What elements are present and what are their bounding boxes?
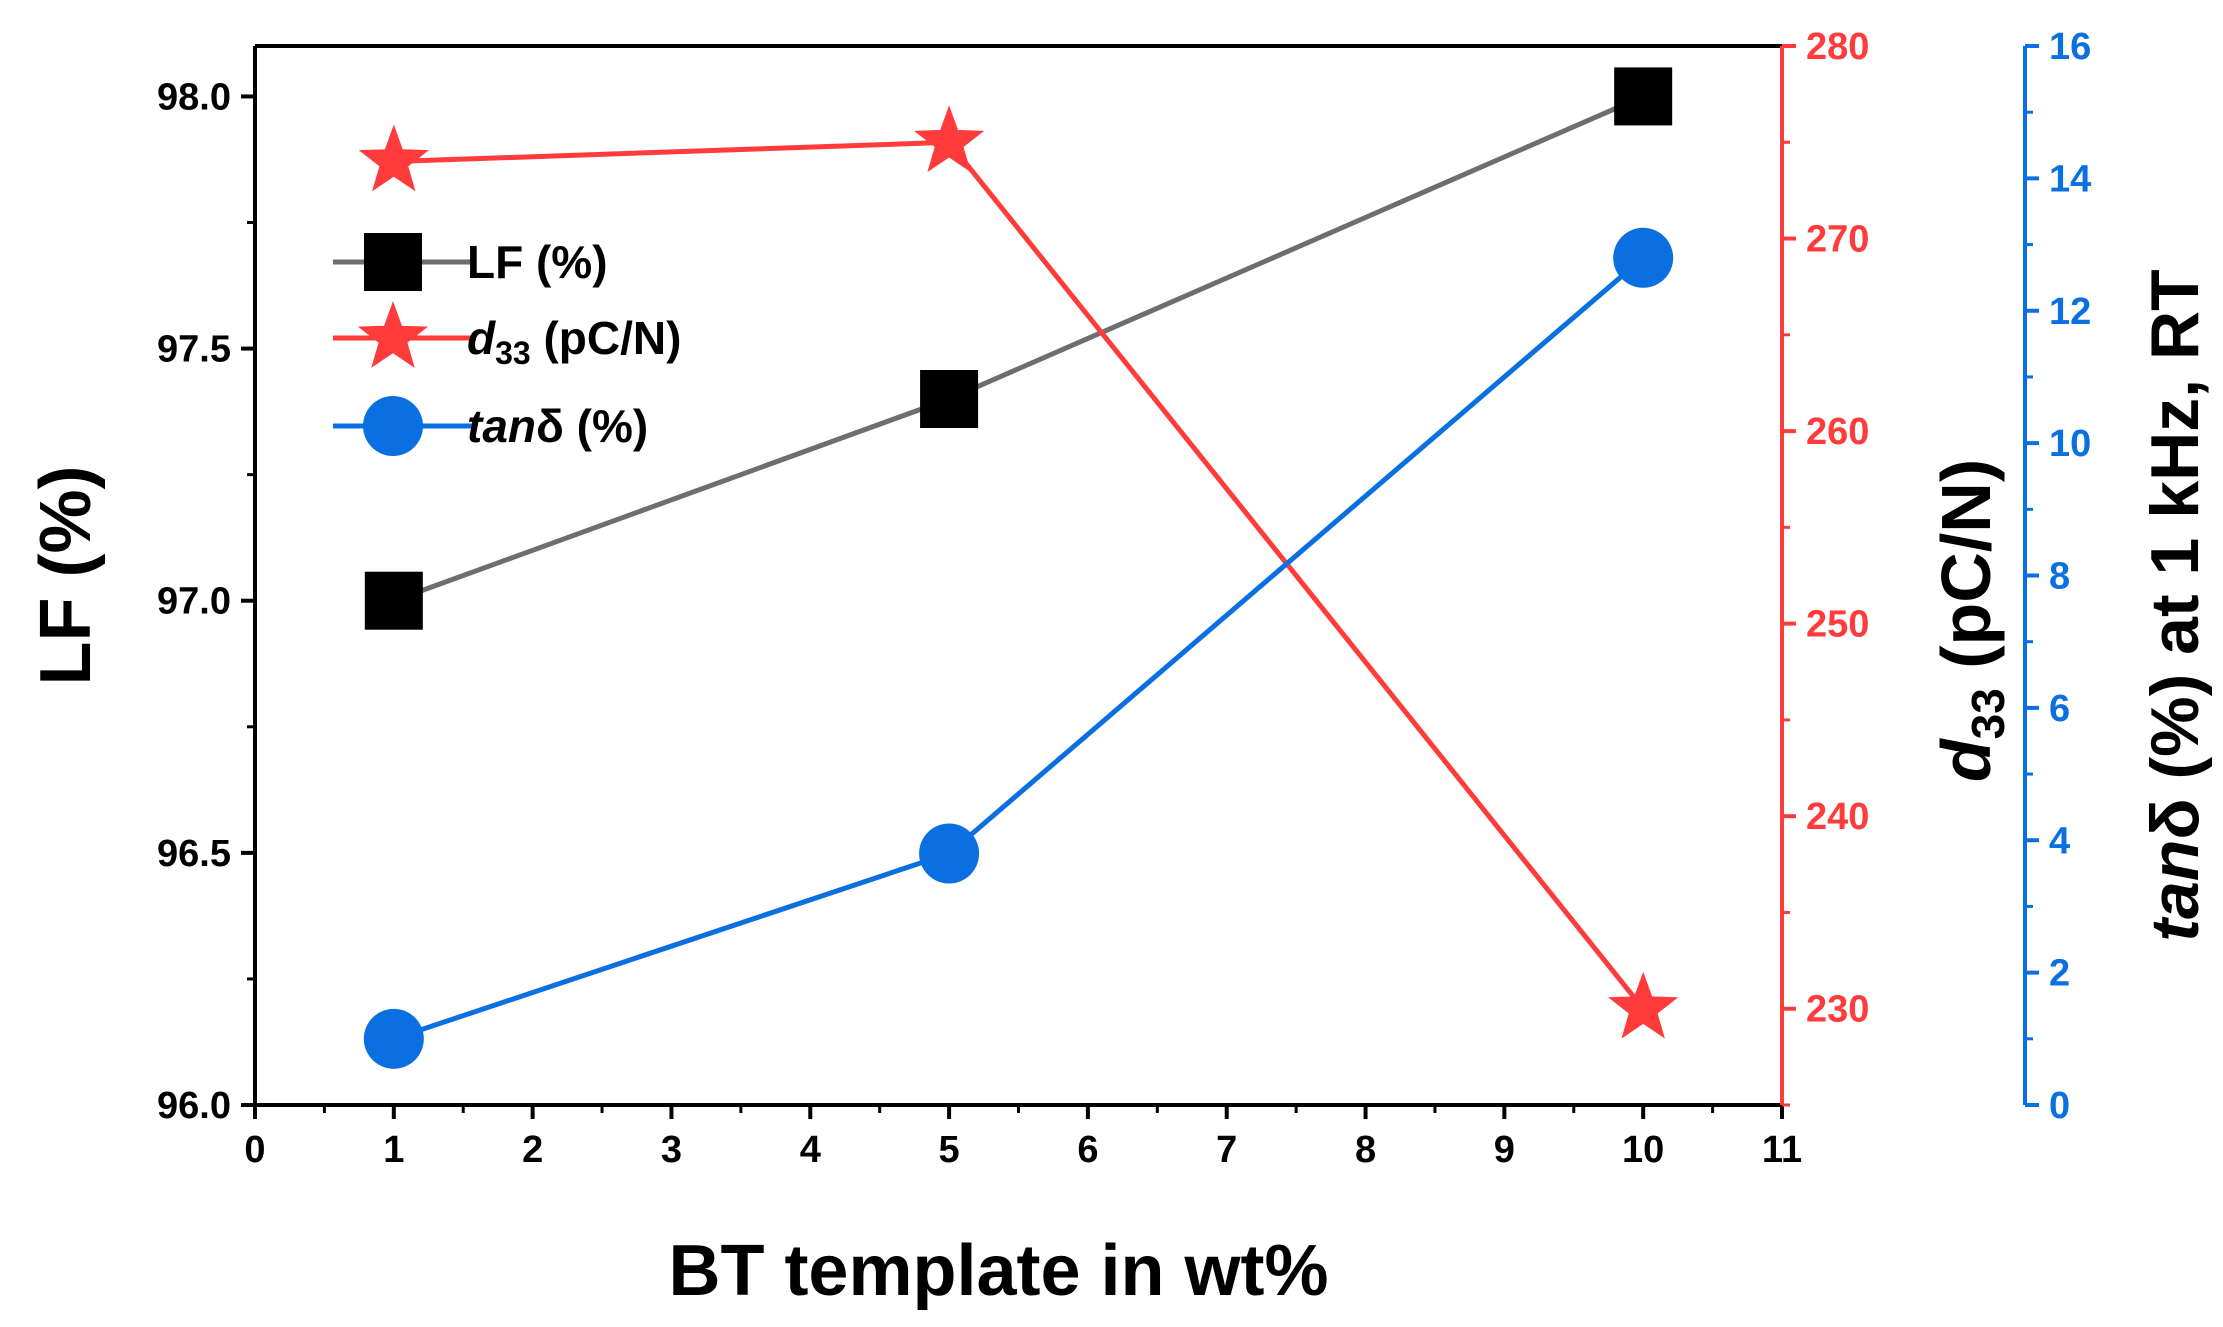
lf-series-legend-marker [364,233,422,291]
tand-series-point [1613,227,1674,288]
lf-series-point [920,370,979,428]
x-tick-label: 6 [1077,1129,1098,1171]
lf-series-legend-label: LF (%) [467,236,608,288]
right-1-tick-label: 260 [1806,411,1869,453]
right-1-tick-label: 280 [1806,26,1869,68]
d33-series-point [914,105,985,173]
right-axis-1-title: d33 (pC/N) [1927,459,2014,782]
right-1-tick-label: 240 [1806,796,1869,838]
tand-series-point [363,1008,424,1069]
d33-series-point [1608,971,1679,1039]
left-tick-label: 96.5 [157,833,231,875]
right-1-tick-label: 270 [1806,219,1869,261]
d33-series-legend-label: d33 (pC/N) [467,312,681,371]
tand-series-legend-marker [363,396,423,456]
left-axis-title: LF (%) [26,466,106,686]
x-tick-label: 5 [939,1129,960,1171]
right-2-tick-label: 4 [2049,820,2070,862]
x-tick-label: 8 [1355,1129,1376,1171]
left-tick-label: 97.5 [157,329,231,371]
right-2-tick-label: 6 [2049,688,2070,730]
x-tick-label: 7 [1216,1129,1237,1171]
lf-series-point [364,571,423,630]
d33-series-point [358,124,429,192]
lf-series-point [1614,67,1673,126]
x-tick-label: 0 [244,1129,265,1171]
x-tick-label: 4 [800,1129,821,1171]
right-2-tick-label: 14 [2049,158,2091,200]
tand-series-legend-label: tanδ (%) [467,400,648,452]
d33-series-legend-marker [357,301,429,368]
left-tick-label: 96.0 [157,1085,231,1127]
right-2-tick-label: 10 [2049,423,2091,465]
right-1-tick-label: 230 [1806,989,1869,1031]
x-tick-label: 11 [1762,1129,1802,1171]
right-axis-2-title: tanδ (%) at 1 kHz, RT [2137,269,2213,941]
x-tick-label: 10 [1622,1129,1664,1171]
x-tick-label: 3 [661,1129,682,1171]
right-2-tick-label: 0 [2049,1085,2070,1127]
tand-series-point [919,823,980,884]
right-2-tick-label: 8 [2049,556,2070,598]
x-tick-label: 1 [383,1129,404,1171]
left-tick-label: 97.0 [157,581,231,623]
x-tick-label: 9 [1494,1129,1515,1171]
tand-series-line [393,255,1645,1042]
right-1-tick-label: 250 [1806,604,1869,646]
x-tick-label: 2 [522,1129,543,1171]
right-2-tick-label: 16 [2049,26,2091,68]
right-2-tick-label: 12 [2049,291,2091,333]
left-tick-label: 98.0 [157,76,231,118]
x-axis-title: BT template in wt% [668,1231,1328,1311]
right-2-tick-label: 2 [2049,953,2070,995]
